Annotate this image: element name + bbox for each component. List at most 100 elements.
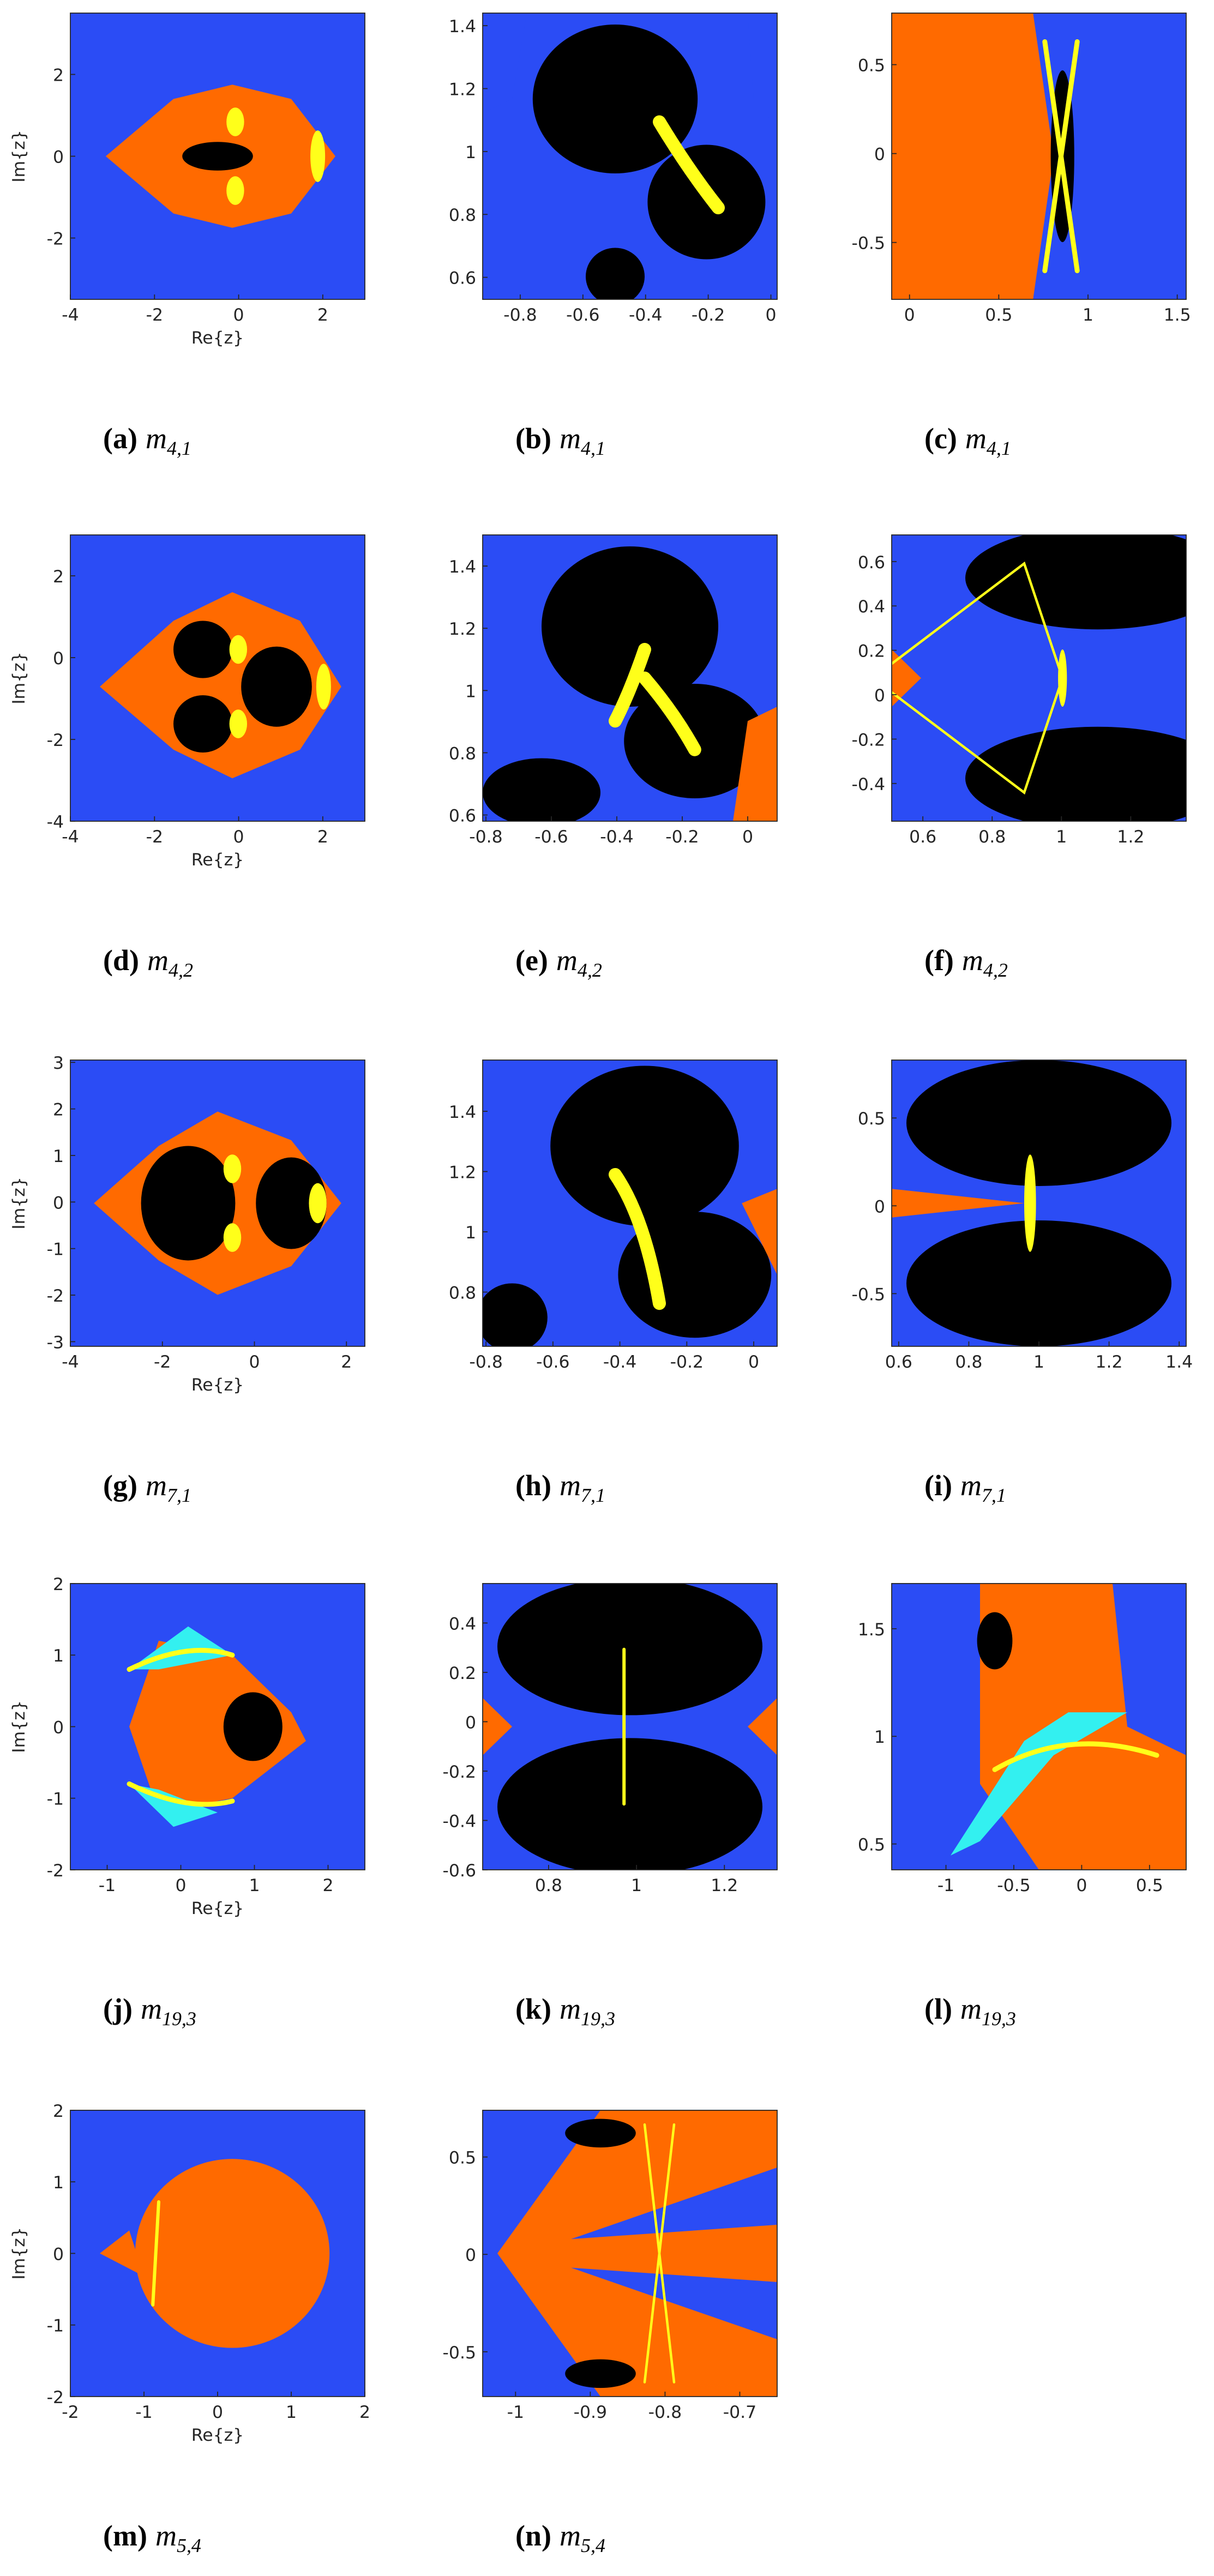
basin-region	[483, 13, 527, 113]
caption: (c) m4,1	[924, 422, 1011, 459]
caption-subscript: 5,4	[177, 2535, 201, 2556]
y-tick-label: 0.8	[449, 1283, 476, 1303]
plot-frame	[891, 534, 1187, 822]
caption-subscript: 7,1	[982, 1484, 1006, 1506]
basin-image	[891, 534, 1186, 821]
x-tick-label: -2	[154, 1352, 171, 1372]
caption-subscript: 7,1	[581, 1484, 605, 1506]
basin-image	[70, 534, 365, 821]
y-tick-label: 0.4	[858, 597, 885, 617]
x-tick-label: -0.2	[670, 1352, 704, 1372]
basin-region	[906, 1220, 1171, 1346]
y-tick-label: 2	[53, 1100, 64, 1120]
caption: (d) m4,2	[103, 944, 193, 981]
x-tick-label: -4	[62, 1352, 79, 1372]
panel: -1 -0.9 -0.8 -0.7 -0.5 0 0.5 (n) m5,4	[443, 2110, 778, 2556]
x-tick-label: 2	[341, 1352, 352, 1372]
y-tick-label: 1.2	[449, 1163, 476, 1182]
caption-label: (n)	[515, 2519, 551, 2552]
x-tick-label: -0.4	[629, 305, 662, 325]
x-axis-label: Re{z}	[191, 850, 244, 870]
x-tick-label: 1.2	[1096, 1352, 1123, 1372]
panel: -0.8 -0.6 -0.4 -0.2 0 0.6 0.8 1 1.2 1.4 (b) m4,1	[449, 13, 778, 459]
x-tick-label: 0.8	[978, 827, 1006, 847]
y-tick-label: 1.2	[449, 619, 476, 639]
basin-region	[226, 107, 244, 136]
basin-region	[747, 13, 777, 128]
x-tick-label: -0.4	[600, 827, 633, 847]
y-tick-label: -0.5	[443, 2343, 476, 2363]
y-tick-label: 1.5	[858, 1620, 885, 1640]
x-tick-label: -0.6	[536, 1352, 569, 1372]
caption-subscript: 19,3	[581, 2008, 615, 2030]
y-tick-label: -1	[47, 1790, 64, 1809]
y-tick-label: -0.4	[443, 1811, 476, 1831]
y-tick-label: -4	[47, 812, 64, 832]
panel: -4 -2 0 2 -3 -2 -1 0 1 2 3 Re{z} Im{z} (g) m7,1	[9, 1054, 365, 1506]
basin-region	[135, 2159, 330, 2348]
x-axis-label: Re{z}	[191, 1375, 244, 1395]
x-tick-label: 0.8	[535, 1876, 562, 1895]
y-tick-label: 1	[465, 143, 476, 162]
y-axis-label: Im{z}	[9, 1700, 29, 1753]
basin-image	[483, 1583, 777, 1870]
basin-region	[100, 592, 341, 779]
caption-label: (e)	[515, 944, 548, 977]
x-tick-label: 0	[233, 827, 244, 847]
y-tick-label: -3	[47, 1333, 64, 1352]
y-tick-label: 0.8	[449, 206, 476, 225]
orbit-path	[608, 1167, 666, 1310]
basin-region	[316, 664, 331, 710]
caption-label: (l)	[924, 1993, 952, 2025]
basin-region	[565, 2359, 636, 2388]
basin-region	[223, 1223, 242, 1252]
plot-frame	[891, 1583, 1187, 1870]
y-tick-label: 0.8	[449, 744, 476, 763]
basin-image	[483, 13, 777, 299]
panel: -1 -0.5 0 0.5 0.5 1 1.5 (l) m19,3	[858, 1583, 1187, 2030]
y-tick-label: -2	[47, 1286, 64, 1306]
caption-label: (f)	[924, 944, 954, 977]
caption-symbol: m	[147, 944, 169, 977]
caption-subscript: 5,4	[581, 2535, 605, 2556]
x-tick-label: 2	[359, 2403, 370, 2422]
y-axis-label: Im{z}	[9, 2227, 29, 2280]
caption-label: (b)	[515, 422, 551, 455]
x-tick-label: 1	[631, 1876, 642, 1895]
panel: -4 -2 0 2 -2 0 2 Re{z} Im{z} (a) m4,1	[9, 13, 365, 459]
y-tick-label: 1	[53, 1646, 64, 1666]
caption-symbol: m	[560, 1993, 581, 2025]
caption-symbol: m	[960, 1993, 982, 2025]
y-axis-label: Im{z}	[9, 652, 29, 705]
basin-region	[1024, 1154, 1036, 1252]
basin-region	[223, 1692, 283, 1761]
x-tick-label: -1	[937, 1876, 954, 1895]
x-tick-label: 0	[748, 1352, 759, 1372]
y-tick-label: 0.6	[449, 269, 476, 288]
y-tick-label: -0.6	[443, 1861, 476, 1881]
x-tick-label: 1.4	[1165, 1352, 1193, 1372]
caption-symbol: m	[155, 2519, 177, 2552]
panel: -0.8 -0.6 -0.4 -0.2 0 0.8 1 1.2 1.4 (h) m7,1	[449, 1060, 778, 1506]
basin-image	[483, 534, 777, 821]
x-tick-label: 1	[286, 2403, 297, 2422]
y-tick-label: 1	[53, 1147, 64, 1166]
y-tick-label: -0.2	[852, 730, 885, 750]
caption: (e) m4,2	[515, 944, 602, 981]
x-tick-label: 0	[233, 305, 244, 325]
caption: (m) m5,4	[103, 2519, 201, 2556]
y-tick-label: 0	[465, 2246, 476, 2265]
y-tick-label: 2	[53, 1575, 64, 1594]
y-tick-label: 0	[53, 649, 64, 669]
x-tick-label: -4	[62, 305, 79, 325]
panel: -4 -2 0 2 -4 -2 0 2 Re{z} Im{z} (d) m4,2	[9, 534, 365, 981]
x-tick-label: -0.6	[566, 305, 599, 325]
orbit-path	[992, 1741, 1159, 1772]
basin-region	[1058, 649, 1067, 707]
caption-label: (h)	[515, 1469, 551, 1502]
x-tick-label: 0.6	[909, 827, 936, 847]
y-tick-label: 0.4	[449, 1614, 476, 1634]
y-tick-label: 0	[874, 686, 885, 706]
y-tick-label: 0	[53, 1718, 64, 1737]
